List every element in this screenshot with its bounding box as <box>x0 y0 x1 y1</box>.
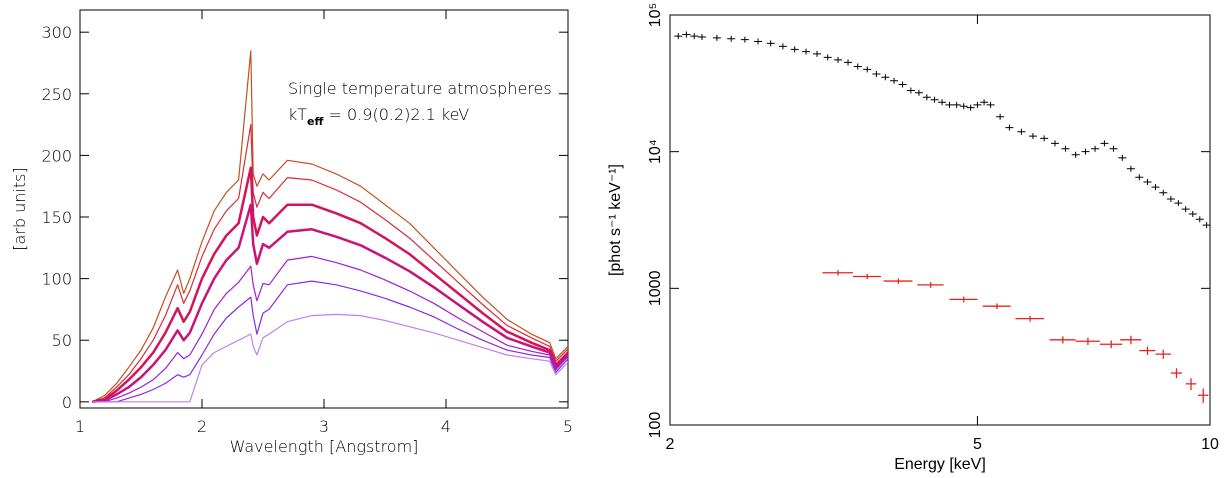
data-point <box>1081 148 1090 155</box>
data-point <box>1118 154 1127 161</box>
y-tick-label: 10⁵ <box>647 3 664 27</box>
y-tick-label: 200 <box>41 146 72 165</box>
x-tick-label: 5 <box>563 417 573 436</box>
x-tick-label: 4 <box>441 417 451 436</box>
data-point <box>740 36 749 43</box>
data-point <box>952 101 961 108</box>
data-point <box>823 54 832 61</box>
data-point <box>1188 210 1197 217</box>
x-tick-label: 2 <box>666 436 675 453</box>
data-point <box>1166 196 1175 203</box>
annotation-part: eff <box>307 115 323 128</box>
data-point <box>1100 140 1109 147</box>
y-tick-label: 100 <box>41 270 72 289</box>
spectrum-line <box>92 203 569 404</box>
data-point <box>766 40 775 47</box>
data-point <box>1143 178 1152 185</box>
data-point <box>898 81 907 88</box>
data-point <box>980 99 989 106</box>
data-point <box>682 31 691 38</box>
data-point <box>790 46 799 53</box>
spectrum-line <box>91 50 569 403</box>
y-tick-label: 10⁴ <box>647 139 664 164</box>
annotation-part: = 0.9(0.2)2.1 keV <box>323 105 469 124</box>
data-point <box>697 34 706 41</box>
x-tick-label: 3 <box>319 417 329 436</box>
x-tick-label: 10 <box>1201 436 1219 453</box>
data-point <box>1126 165 1135 172</box>
x-tick-label: 5 <box>973 436 982 453</box>
data-point <box>1091 145 1100 152</box>
data-point <box>802 48 811 55</box>
spectrum-line <box>92 255 569 403</box>
data-point <box>1181 206 1190 213</box>
spectrum-line <box>91 166 569 404</box>
data-point <box>872 71 881 78</box>
data-point <box>1159 189 1168 196</box>
spectrum-line <box>92 313 569 403</box>
spectrum-line <box>92 280 569 403</box>
data-point <box>674 33 683 40</box>
data-point <box>906 87 915 94</box>
y-tick-label: 300 <box>41 23 72 42</box>
annotation: kTeff = 0.9(0.2)2.1 keV <box>288 105 469 128</box>
data-point <box>1028 133 1037 140</box>
y-tick-label: 1000 <box>647 270 664 306</box>
data-point <box>890 77 899 84</box>
data-point <box>986 101 995 108</box>
data-point <box>863 66 872 73</box>
data-point <box>922 94 931 101</box>
data-point <box>1040 135 1049 142</box>
data-point <box>813 50 822 57</box>
data-point <box>778 43 787 50</box>
x-tick-label: 1 <box>75 417 85 436</box>
x-axis-label: Energy [keV] <box>894 456 986 473</box>
annotation: Single temperature atmospheres <box>288 79 552 98</box>
y-axis-label: [arb units] <box>10 167 29 250</box>
data-point <box>881 74 890 81</box>
plot-frame <box>669 14 1211 426</box>
y-tick-label: 100 <box>647 412 664 439</box>
y-axis-label: [phot s⁻¹ keV⁻¹] <box>607 164 624 276</box>
data-point <box>1202 222 1211 229</box>
y-tick-label: 50 <box>52 331 72 350</box>
data-point <box>945 101 954 108</box>
y-tick-label: 150 <box>41 208 72 227</box>
data-point <box>690 33 699 40</box>
x-tick-label: 2 <box>197 417 207 436</box>
data-point <box>834 56 843 63</box>
data-point <box>1050 140 1059 147</box>
y-tick-label: 250 <box>41 85 72 104</box>
data-point <box>1151 184 1160 191</box>
annotation-part: Single temperature atmospheres <box>288 79 552 98</box>
y-tick-label: 0 <box>62 393 72 412</box>
data-point <box>844 59 853 66</box>
data-point <box>754 38 763 45</box>
data-point <box>1071 151 1080 158</box>
spectrum-line <box>92 124 569 403</box>
x-axis-label: Wavelength [Angstrom] <box>230 437 419 456</box>
data-point <box>938 99 947 106</box>
data-point <box>959 103 968 110</box>
data-point <box>1174 200 1183 207</box>
data-point <box>996 113 1005 120</box>
data-point <box>727 35 736 42</box>
data-point <box>1061 145 1070 152</box>
data-point <box>914 89 923 96</box>
data-point <box>973 101 982 108</box>
data-point <box>853 63 862 70</box>
data-point <box>966 104 975 111</box>
data-point <box>1005 124 1014 131</box>
data-point <box>712 34 721 41</box>
data-point <box>1135 174 1144 181</box>
data-point <box>1109 145 1118 152</box>
chart-panel: 2 5 10 100 1000 10⁴ 10⁵ Energy [keV] [phot s⁻¹ k… <box>607 3 1219 473</box>
data-point <box>930 96 939 103</box>
annotation-part: kT <box>288 105 307 124</box>
data-point <box>1195 216 1204 223</box>
data-point <box>1017 128 1026 135</box>
